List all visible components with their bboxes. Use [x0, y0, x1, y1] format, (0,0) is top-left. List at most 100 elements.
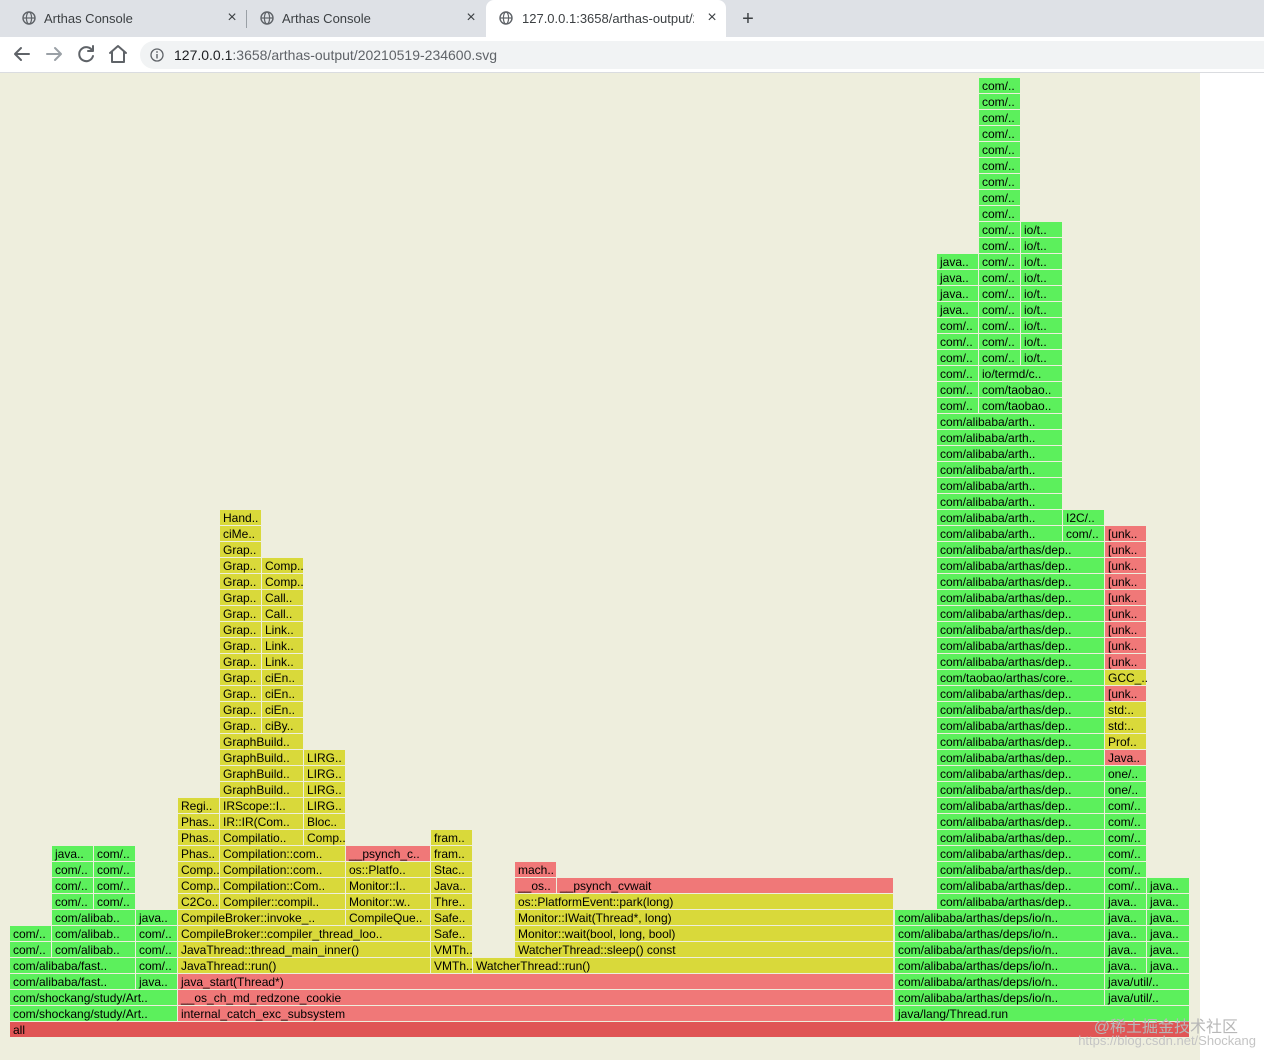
flame-frame[interactable]: com/alibaba/arthas/dep.. — [937, 542, 1104, 557]
frame-bar[interactable] — [431, 926, 472, 941]
flame-frame[interactable]: I2C/.. — [1063, 510, 1104, 525]
flame-frame[interactable]: ciBy.. — [262, 718, 303, 733]
frame-bar[interactable] — [52, 862, 93, 877]
flame-frame[interactable]: com/alibaba/arthas/dep.. — [937, 894, 1104, 909]
close-icon[interactable]: × — [227, 9, 237, 26]
flame-frame[interactable]: com/alibab.. — [52, 942, 135, 957]
flame-frame[interactable]: Comp.. — [178, 878, 220, 893]
flame-frame[interactable]: io/t.. — [1021, 318, 1062, 333]
frame-bar[interactable] — [1147, 878, 1189, 893]
frame-bar[interactable] — [10, 958, 135, 973]
frame-bar[interactable] — [262, 558, 303, 573]
flame-frame[interactable]: com/alibaba/arthas/dep.. — [937, 878, 1104, 893]
flame-frame[interactable]: Call.. — [262, 590, 303, 605]
flame-frame[interactable]: Compiler::compil.. — [220, 894, 345, 909]
flame-frame[interactable]: Phas.. — [178, 830, 219, 845]
flame-frame[interactable]: com/.. — [1105, 798, 1146, 813]
flame-frame[interactable]: [unk.. — [1105, 606, 1146, 621]
flame-frame[interactable]: Grap.. — [220, 542, 261, 557]
frame-bar[interactable] — [1105, 766, 1146, 781]
flame-frame[interactable]: java/lang/Thread.run — [895, 1006, 1189, 1021]
flame-frame[interactable]: com/taobao/arthas/core.. — [937, 670, 1104, 685]
flame-frame[interactable]: Compilation::com.. — [220, 846, 345, 861]
frame-bar[interactable] — [937, 542, 1104, 557]
flame-frame[interactable]: GraphBuild.. — [220, 782, 303, 797]
flame-frame[interactable]: Comp.. — [304, 830, 346, 845]
flame-frame[interactable]: com/alibaba/fast.. — [10, 958, 135, 973]
flame-frame[interactable]: com/alibaba/fast.. — [10, 974, 135, 989]
flame-frame[interactable]: Compilation::com.. — [220, 862, 345, 877]
flame-frame[interactable]: com/.. — [1105, 878, 1146, 893]
flame-frame[interactable]: GraphBuild.. — [220, 750, 303, 765]
flame-frame[interactable]: java.. — [136, 974, 177, 989]
frame-bar[interactable] — [178, 894, 219, 909]
flame-frame[interactable]: java/util/.. — [1105, 990, 1189, 1005]
frame-bar[interactable] — [979, 286, 1020, 301]
frame-bar[interactable] — [937, 334, 978, 349]
frame-bar[interactable] — [1105, 814, 1146, 829]
flame-frame[interactable]: io/t.. — [1021, 254, 1062, 269]
flame-frame[interactable]: com/.. — [52, 878, 93, 893]
flame-frame[interactable]: com/alibaba/arthas/dep.. — [937, 862, 1104, 877]
flame-frame[interactable]: io/t.. — [1021, 222, 1062, 237]
frame-bar[interactable] — [937, 318, 978, 333]
frame-bar[interactable] — [52, 846, 93, 861]
flame-frame[interactable]: fram.. — [431, 846, 472, 861]
flame-frame[interactable]: Comp.. — [262, 558, 304, 573]
frame-bar[interactable] — [178, 878, 219, 893]
flame-frame[interactable]: com/alibaba/arth.. — [937, 510, 1062, 525]
frame-bar[interactable] — [262, 638, 303, 653]
frame-bar[interactable] — [1105, 654, 1146, 669]
flame-frame[interactable]: com/.. — [979, 206, 1020, 221]
flame-frame[interactable]: Grap.. — [220, 702, 261, 717]
address-bar[interactable]: 127.0.0.1:3658/arthas-output/20210519-23… — [140, 41, 1264, 69]
flame-frame[interactable]: com/alibaba/arthas/dep.. — [937, 606, 1104, 621]
frame-bar[interactable] — [136, 942, 177, 957]
flame-frame[interactable]: Java.. — [1105, 750, 1146, 765]
flame-frame[interactable]: java.. — [937, 254, 978, 269]
frame-bar[interactable] — [1021, 286, 1062, 301]
frame-bar[interactable] — [262, 654, 303, 669]
flame-frame[interactable]: Compilation::Com.. — [220, 878, 345, 893]
frame-bar[interactable] — [178, 862, 219, 877]
flame-frame[interactable]: java.. — [1105, 958, 1146, 973]
flame-frame[interactable]: com/.. — [979, 158, 1020, 173]
forward-arrow-icon[interactable] — [42, 42, 66, 66]
flame-frame[interactable]: com/alibaba/arth.. — [937, 526, 1062, 541]
frame-bar[interactable] — [220, 670, 261, 685]
frame-bar[interactable] — [937, 702, 1104, 717]
frame-bar[interactable] — [136, 974, 177, 989]
info-icon[interactable] — [150, 48, 164, 62]
flame-frame[interactable]: __psynch_cvwait — [557, 878, 893, 893]
flame-frame[interactable]: com/taobao.. — [979, 382, 1062, 397]
flame-frame[interactable]: Grap.. — [220, 622, 261, 637]
frame-bar[interactable] — [937, 606, 1104, 621]
flame-frame[interactable]: com/alibaba/arthas/dep.. — [937, 734, 1104, 749]
frame-bar[interactable] — [220, 846, 345, 861]
flame-frame[interactable]: com/.. — [979, 142, 1020, 157]
flame-frame[interactable]: com/alibaba/arthas/deps/io/n.. — [895, 910, 1104, 925]
flame-frame[interactable]: Link.. — [262, 654, 303, 669]
frame-bar[interactable] — [220, 734, 303, 749]
frame-bar[interactable] — [94, 878, 135, 893]
frame-bar[interactable] — [979, 222, 1020, 237]
frame-bar[interactable] — [1105, 862, 1146, 877]
flame-frame[interactable]: com/.. — [94, 894, 135, 909]
frame-bar[interactable] — [1105, 574, 1146, 589]
flame-frame[interactable]: LIRG.. — [304, 750, 345, 765]
flame-frame[interactable]: com/.. — [136, 942, 177, 957]
flame-frame[interactable]: com/alibaba/arthas/dep.. — [937, 702, 1104, 717]
frame-bar[interactable] — [10, 1022, 1189, 1037]
flame-frame[interactable]: GraphBuild.. — [220, 766, 303, 781]
flame-frame[interactable]: com/.. — [52, 894, 93, 909]
frame-bar[interactable] — [220, 526, 261, 541]
flame-frame[interactable]: Grap.. — [220, 718, 261, 733]
flame-frame[interactable]: com/.. — [1105, 830, 1146, 845]
frame-bar[interactable] — [937, 862, 1104, 877]
flame-frame[interactable]: IRScope::I.. — [220, 798, 303, 813]
frame-bar[interactable] — [937, 382, 978, 397]
home-icon[interactable] — [106, 42, 130, 66]
flame-frame[interactable]: java.. — [136, 910, 177, 925]
flame-frame[interactable]: Link.. — [262, 638, 303, 653]
frame-bar[interactable] — [178, 910, 345, 925]
